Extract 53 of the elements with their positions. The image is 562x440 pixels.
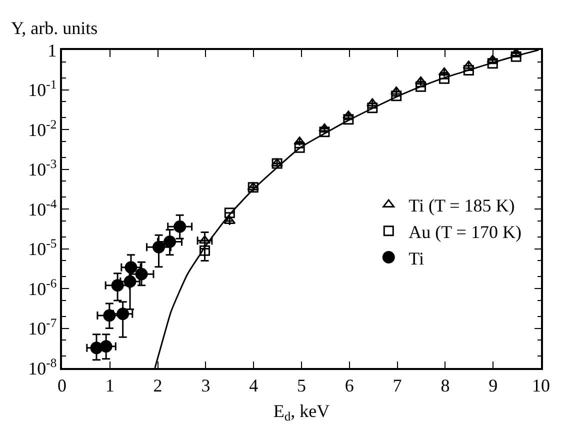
x-tick-label: 9	[488, 375, 498, 396]
y-tick-label: 10$^{-1}$	[28, 77, 57, 100]
x-tick-label: 7	[392, 375, 402, 396]
point	[224, 208, 235, 218]
point	[318, 123, 330, 132]
y-axis-title: Y, arb. units	[11, 18, 98, 38]
y-tick-label: 10$^{-8}$	[28, 356, 57, 378]
point	[174, 220, 186, 233]
point	[111, 279, 124, 292]
point	[135, 268, 148, 280]
x-tick-label: 3	[201, 375, 210, 396]
point	[100, 340, 112, 353]
point	[438, 73, 450, 84]
point	[124, 261, 138, 274]
legend-label: Ti (T = 185 K)	[408, 195, 515, 216]
point	[414, 76, 427, 85]
point	[416, 81, 426, 92]
x-tick-label: 10	[532, 375, 550, 396]
x-tick-label: 0	[58, 375, 66, 396]
x-tick-label: 4	[249, 375, 258, 396]
x-tick-label: 6	[344, 375, 354, 396]
y-tick-label: 1	[48, 40, 57, 60]
point	[438, 67, 450, 76]
point	[199, 245, 210, 256]
y-tick-label: 10$^{-7}$	[28, 316, 57, 339]
y-tick-label: 10$^{-3}$	[28, 156, 57, 180]
point	[248, 182, 258, 193]
y-tick-label: 10$^{-6}$	[28, 276, 57, 299]
point	[294, 142, 305, 153]
x-tick-label: 1	[105, 375, 114, 396]
point	[366, 98, 378, 107]
y-tick-label: 10$^{-2}$	[28, 117, 57, 140]
point	[152, 240, 166, 254]
point	[343, 114, 354, 125]
y-tick-label: 10$^{-4}$	[28, 196, 58, 220]
point	[164, 236, 176, 248]
point	[463, 64, 474, 76]
y-tick-label: 10$^{-5}$	[28, 236, 57, 260]
x-axis-title: E$_{d}$, keV	[273, 400, 330, 424]
point	[391, 90, 402, 102]
x-tick-label: 2	[153, 375, 162, 396]
point	[510, 51, 522, 62]
x-tick-label: 5	[297, 375, 306, 396]
point	[367, 102, 378, 114]
point	[487, 58, 498, 69]
legend-label: Ti	[408, 248, 424, 268]
point	[116, 308, 130, 320]
point	[124, 275, 136, 288]
point	[272, 158, 282, 169]
point	[103, 309, 116, 322]
x-tick-label: 8	[440, 375, 450, 396]
point	[319, 126, 330, 138]
legend-label: Au (T = 170 K)	[408, 222, 522, 242]
